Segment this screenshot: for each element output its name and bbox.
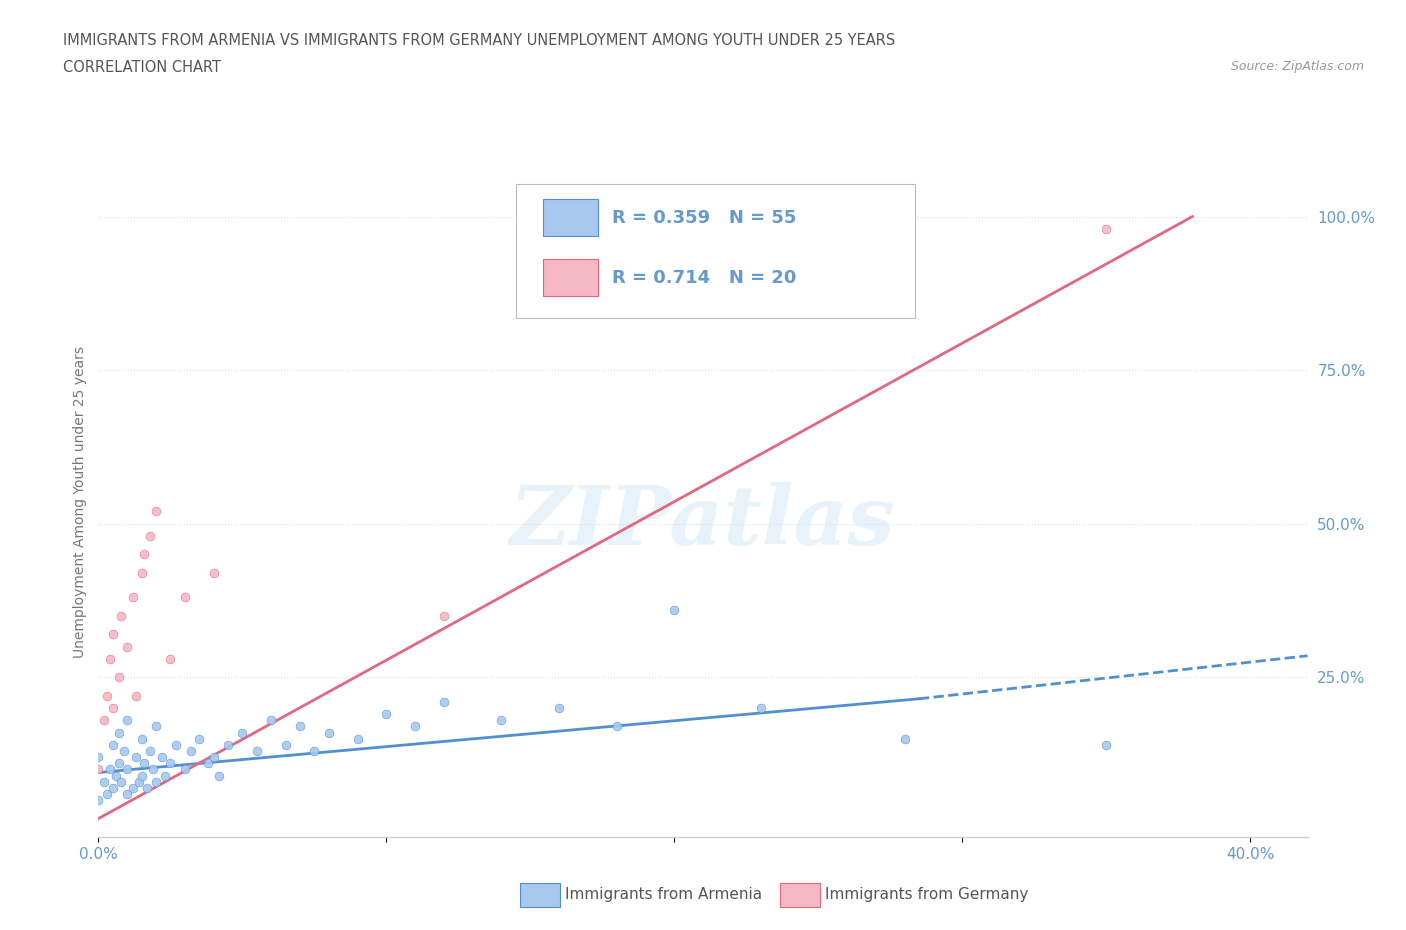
Point (274, 737, 297, 752)
Point (128, 775, 150, 790)
Text: R = 0.359   N = 55: R = 0.359 N = 55 (613, 208, 797, 227)
Point (404, 719, 426, 734)
Point (159, 651, 181, 666)
Point (87, 750, 110, 764)
Point (375, 707, 398, 722)
Point (433, 695, 456, 710)
Point (288, 719, 311, 734)
FancyBboxPatch shape (516, 184, 915, 318)
Point (101, 737, 124, 752)
Point (101, 780, 124, 795)
Point (122, 780, 145, 795)
Point (125, 750, 148, 764)
Point (173, 762, 195, 777)
Point (1095, 737, 1118, 752)
Point (107, 670, 129, 684)
Point (145, 504, 167, 519)
Point (139, 528, 162, 543)
Point (98, 762, 121, 777)
Point (93, 712, 115, 727)
Point (110, 608, 132, 623)
Text: ZIPatlas: ZIPatlas (510, 483, 896, 563)
Point (893, 731, 915, 746)
Point (159, 756, 181, 771)
Point (104, 768, 127, 783)
Bar (543, 259, 598, 297)
Text: Source: ZipAtlas.com: Source: ZipAtlas.com (1230, 60, 1364, 73)
Point (260, 712, 283, 727)
Point (165, 737, 187, 752)
Point (246, 744, 269, 759)
Point (150, 750, 173, 764)
Point (110, 775, 132, 790)
Point (202, 750, 225, 764)
Text: IMMIGRANTS FROM ARMENIA VS IMMIGRANTS FROM GERMANY UNEMPLOYMENT AMONG YOUTH UNDE: IMMIGRANTS FROM ARMENIA VS IMMIGRANTS FR… (63, 33, 896, 47)
Point (142, 762, 165, 777)
Point (131, 731, 153, 746)
Point (173, 590, 195, 604)
Point (115, 639, 138, 654)
Text: Immigrants from Germany: Immigrants from Germany (825, 887, 1029, 902)
Point (131, 768, 153, 783)
Point (98, 651, 121, 666)
Point (101, 700, 124, 715)
Point (433, 608, 456, 623)
Point (87, 792, 110, 807)
Point (136, 780, 159, 795)
Point (664, 603, 686, 618)
Point (101, 627, 124, 642)
Point (231, 725, 253, 740)
Point (145, 775, 167, 790)
Point (131, 565, 153, 580)
Point (107, 725, 129, 740)
Point (115, 762, 138, 777)
Point (180, 744, 202, 759)
Point (134, 547, 156, 562)
Point (134, 756, 156, 771)
Point (93, 775, 115, 790)
Point (139, 744, 162, 759)
Point (115, 712, 138, 727)
Point (87, 762, 110, 777)
Point (112, 744, 135, 759)
Point (197, 756, 219, 771)
Point (346, 731, 368, 746)
Point (1095, 221, 1118, 236)
Text: R = 0.714   N = 20: R = 0.714 N = 20 (613, 269, 797, 286)
Text: Immigrants from Armenia: Immigrants from Armenia (565, 887, 762, 902)
Point (153, 768, 176, 783)
Point (115, 787, 138, 802)
Point (188, 731, 211, 746)
Point (318, 725, 340, 740)
Point (749, 700, 772, 715)
Point (304, 744, 326, 759)
Bar (543, 199, 598, 236)
Point (145, 719, 167, 734)
Point (125, 688, 148, 703)
Text: CORRELATION CHART: CORRELATION CHART (63, 60, 221, 75)
Point (217, 737, 239, 752)
Point (122, 590, 145, 604)
Point (208, 768, 231, 783)
Point (107, 756, 129, 771)
Point (491, 712, 513, 727)
Point (96, 787, 118, 802)
Point (96, 688, 118, 703)
Y-axis label: Unemployment Among Youth under 25 years: Unemployment Among Youth under 25 years (73, 346, 87, 658)
Point (606, 719, 628, 734)
Point (202, 565, 225, 580)
Point (548, 700, 571, 715)
